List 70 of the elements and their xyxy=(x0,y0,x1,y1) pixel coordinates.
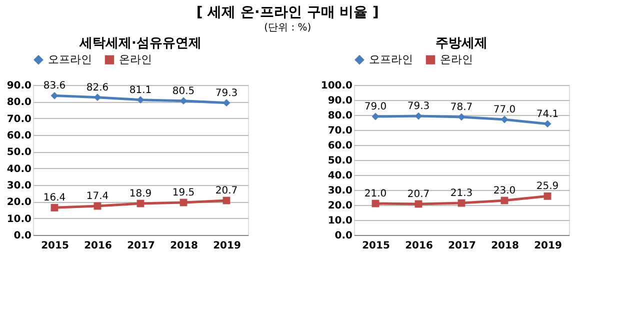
legend-label: 오프라인 xyxy=(369,52,413,66)
data-label: 21.0 xyxy=(364,188,387,200)
legend-label: 온라인 xyxy=(440,52,473,66)
x-tick-label: 2016 xyxy=(84,240,112,252)
y-tick-label: 50.0 xyxy=(328,156,353,166)
legend-label: 오프라인 xyxy=(48,52,92,66)
legend-label: 온라인 xyxy=(119,52,152,66)
point xyxy=(372,112,380,120)
data-label: 78.7 xyxy=(450,102,473,113)
y-tick-label: 100.0 xyxy=(320,80,353,92)
data-label: 79.0 xyxy=(364,102,387,112)
x-tick-label: 2017 xyxy=(448,240,476,252)
y-tick-label: 80.0 xyxy=(328,110,353,122)
y-tick-label: 0.0 xyxy=(14,230,32,242)
data-label: 80.5 xyxy=(172,86,195,97)
x-tick-label: 2015 xyxy=(362,240,390,252)
y-tick-label: 60.0 xyxy=(328,140,353,152)
data-label: 74.1 xyxy=(536,108,559,120)
point xyxy=(50,204,58,212)
y-tick-label: 90.0 xyxy=(6,80,32,92)
y-tick-label: 60.0 xyxy=(6,130,32,142)
point xyxy=(414,112,422,120)
x-tick-label: 2017 xyxy=(127,240,155,252)
data-label: 18.9 xyxy=(129,188,152,200)
y-tick-label: 0.0 xyxy=(334,230,353,242)
y-tick-label: 20.0 xyxy=(328,200,353,212)
data-label: 25.9 xyxy=(536,181,559,192)
data-label: 82.6 xyxy=(86,82,109,94)
chart-title: 세탁세제·섬유유연제 xyxy=(78,36,202,51)
data-label: 19.5 xyxy=(172,188,195,198)
y-tick-label: 90.0 xyxy=(328,96,353,106)
data-label: 79.3 xyxy=(407,101,430,112)
data-label: 77.0 xyxy=(493,104,516,116)
data-label: 20.7 xyxy=(215,186,238,196)
data-label: 21.3 xyxy=(450,188,473,200)
data-label: 83.6 xyxy=(43,80,66,92)
x-tick-label: 2019 xyxy=(534,240,562,252)
y-tick-label: 50.0 xyxy=(6,147,32,158)
y-tick-label: 40.0 xyxy=(328,170,353,182)
y-tick-label: 80.0 xyxy=(6,97,32,108)
point xyxy=(180,97,188,105)
x-tick-label: 2018 xyxy=(491,240,519,252)
data-label: 23.0 xyxy=(493,186,516,196)
point xyxy=(500,116,508,124)
y-tick-label: 40.0 xyxy=(6,164,32,175)
y-tick-label: 70.0 xyxy=(328,126,353,136)
data-label: 81.1 xyxy=(129,84,152,96)
y-tick-label: 70.0 xyxy=(6,114,32,125)
point xyxy=(136,96,144,104)
y-tick-label: 30.0 xyxy=(6,180,32,192)
point xyxy=(544,120,552,128)
point xyxy=(414,200,422,208)
point xyxy=(458,113,466,121)
data-label: 16.4 xyxy=(43,192,66,204)
point xyxy=(544,192,552,200)
y-tick-label: 10.0 xyxy=(6,214,32,225)
data-label: 20.7 xyxy=(407,188,430,200)
chart-title: 주방세제 xyxy=(436,36,488,51)
y-tick-label: 10.0 xyxy=(328,216,353,226)
point xyxy=(458,199,466,207)
x-tick-label: 2018 xyxy=(170,240,198,252)
x-tick-label: 2019 xyxy=(213,240,241,252)
text: [ 세제 온·프라인 구매 비율 ] xyxy=(196,4,379,20)
data-label: 17.4 xyxy=(86,191,109,202)
x-tick-label: 2016 xyxy=(405,240,433,252)
y-tick-label: 30.0 xyxy=(328,186,353,196)
y-tick-label: 20.0 xyxy=(6,197,32,208)
text: (단위 : %) xyxy=(264,22,312,34)
x-tick-label: 2015 xyxy=(41,240,69,252)
data-label: 79.3 xyxy=(215,88,238,99)
